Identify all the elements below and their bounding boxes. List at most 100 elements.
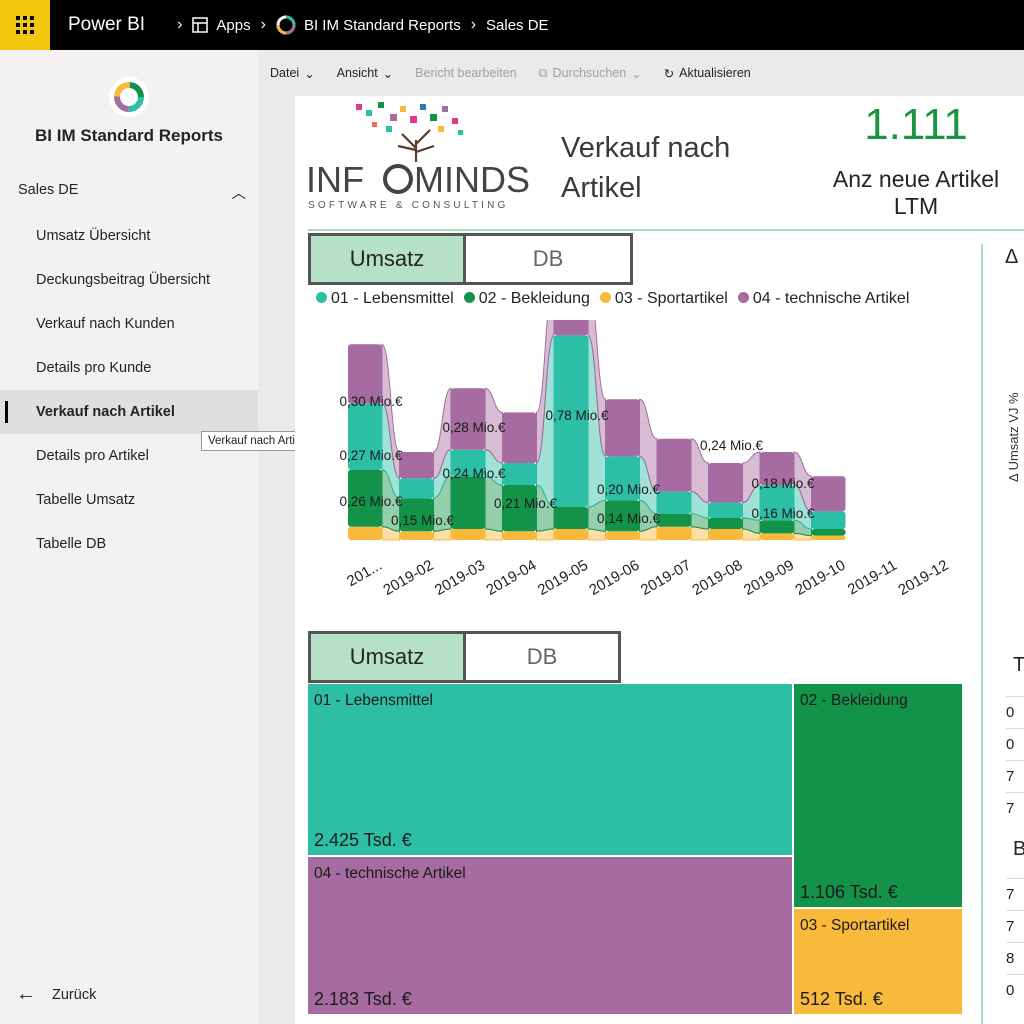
ribbon-3-4[interactable] — [587, 320, 606, 457]
bar-segment-1-6[interactable] — [657, 513, 691, 527]
chevron-down-icon: ⌄ — [304, 66, 315, 81]
durchsuchen-label: Durchsuchen — [552, 66, 627, 80]
treemap-tile-technik[interactable]: 04 - technische Artikel 2.183 Tsd. € — [308, 857, 792, 1014]
bar-segment-3-1[interactable] — [399, 452, 434, 479]
sidebar-item-tabelle-umsatz[interactable]: Tabelle Umsatz — [36, 492, 136, 508]
arrow-left-icon: ← — [16, 983, 36, 1005]
bar-segment-1-1[interactable] — [399, 498, 434, 532]
datei-menu[interactable]: Datei ⌄ — [270, 66, 315, 81]
bar-segment-1-5[interactable] — [605, 500, 640, 532]
bar-segment-2-4[interactable] — [554, 529, 588, 540]
bar-segment-3-7[interactable] — [708, 463, 743, 503]
ribbon-3-5[interactable] — [639, 398, 658, 493]
bar-segment-0-9[interactable] — [811, 511, 846, 529]
right-visual-title: Δ — [1005, 246, 1019, 268]
sidebar-item-details-artikel[interactable]: Details pro Artikel — [36, 448, 149, 464]
data-label: 0,24 Mio.€ — [442, 466, 506, 481]
back-button[interactable]: ← Zurück — [16, 983, 96, 1006]
bar-segment-0-6[interactable] — [657, 491, 691, 514]
tile-label: 03 - Sportartikel — [800, 917, 910, 934]
bar-segment-2-6[interactable] — [657, 526, 691, 540]
bar-segment-0-3[interactable] — [502, 463, 537, 485]
bar-segment-3-2[interactable] — [451, 388, 485, 450]
sidebar-item-verkauf-artikel[interactable]: Verkauf nach Artikel — [0, 390, 258, 434]
treemap-tile-sport[interactable]: 03 - Sportartikel 512 Tsd. € — [794, 909, 962, 1014]
bar-segment-1-9[interactable] — [811, 529, 846, 536]
db-toggle-button[interactable]: DB — [466, 236, 630, 282]
bar-segment-1-3[interactable] — [502, 485, 537, 532]
back-label: Zurück — [52, 986, 97, 1003]
sidebar-item-tabelle-db[interactable]: Tabelle DB — [36, 536, 107, 552]
chevron-up-icon[interactable]: ︿ — [231, 186, 247, 202]
bar-segment-2-7[interactable] — [708, 529, 743, 540]
data-label: 0,14 Mio.€ — [597, 511, 661, 526]
ribbon-3-8[interactable] — [793, 451, 812, 512]
ansicht-menu[interactable]: Ansicht ⌄ — [337, 66, 393, 81]
breadcrumb-apps[interactable]: Apps — [216, 16, 251, 34]
chevron-right-icon: › — [177, 16, 183, 33]
measure-toggle-bottom: Umsatz DB — [308, 631, 621, 683]
ribbon-3-7[interactable] — [742, 451, 761, 504]
bar-segment-2-8[interactable] — [760, 533, 794, 540]
section-header[interactable]: Sales DE ︿ — [18, 182, 246, 203]
bar-segment-3-8[interactable] — [760, 452, 794, 485]
ribbon-3-6[interactable] — [690, 438, 709, 504]
app-launcher-icon[interactable] — [0, 0, 50, 50]
bar-segment-1-2[interactable] — [451, 476, 485, 529]
bar-segment-2-1[interactable] — [399, 531, 434, 540]
x-tick-label: 2019-02 — [380, 557, 436, 599]
bar-segment-0-8[interactable] — [760, 485, 794, 521]
aktualisieren-button[interactable]: ↻ Aktualisieren — [664, 66, 751, 81]
bar-segment-1-8[interactable] — [760, 520, 794, 534]
bar-segment-3-3[interactable] — [502, 412, 537, 463]
durchsuchen-menu[interactable]: ⧉ Durchsuchen ⌄ — [539, 66, 642, 81]
bar-segment-2-5[interactable] — [605, 531, 640, 540]
bar-segment-0-0[interactable] — [348, 403, 382, 470]
bar-segment-2-3[interactable] — [502, 531, 537, 540]
bar-segment-3-9[interactable] — [811, 476, 846, 512]
bar-segment-0-4[interactable] — [554, 335, 588, 507]
x-tick-label: 2019-09 — [741, 557, 797, 599]
bar-segment-2-2[interactable] — [451, 529, 485, 540]
measure-toggle-top: Umsatz DB — [308, 233, 633, 285]
ribbon-3-1[interactable] — [433, 387, 452, 479]
legend-item-bekleidung[interactable]: 02 - Bekleidung — [463, 290, 590, 308]
bar-segment-0-5[interactable] — [605, 456, 640, 501]
table-row: 7 — [1006, 878, 1024, 910]
legend-item-sport[interactable]: 03 - Sportartikel — [599, 290, 728, 308]
ribbon-3-0[interactable] — [381, 343, 400, 479]
breadcrumb-report[interactable]: Sales DE — [486, 16, 549, 34]
bar-segment-2-0[interactable] — [348, 526, 382, 540]
bar-segment-1-0[interactable] — [348, 469, 382, 527]
legend-item-lebensmittel[interactable]: 01 - Lebensmittel — [316, 290, 454, 308]
bar-segment-3-6[interactable] — [657, 438, 691, 492]
bar-segment-0-2[interactable] — [451, 449, 485, 477]
bar-segment-0-7[interactable] — [708, 502, 743, 518]
bar-segment-1-4[interactable] — [554, 507, 588, 529]
bar-segment-0-1[interactable] — [399, 478, 434, 499]
bar-segment-3-0[interactable] — [348, 344, 382, 404]
data-label: 0,20 Mio.€ — [597, 482, 661, 497]
bar-segment-1-7[interactable] — [708, 518, 743, 529]
bar-segment-3-4[interactable] — [554, 320, 588, 336]
breadcrumb-workspace[interactable]: BI IM Standard Reports — [303, 16, 461, 34]
bericht-bearbeiten-button[interactable]: Bericht bearbeiten — [415, 66, 516, 80]
sidebar-item-details-kunde[interactable]: Details pro Kunde — [36, 360, 152, 376]
ribbon-3-2[interactable] — [484, 387, 503, 464]
bar-segment-3-5[interactable] — [605, 399, 640, 457]
bar-segment-2-9[interactable] — [811, 535, 846, 540]
sidebar-item-umsatz-uebersicht[interactable]: Umsatz Übersicht — [36, 228, 151, 244]
legend-item-technik[interactable]: 04 - technische Artikel — [737, 290, 909, 308]
tile-value: 1.106 Tsd. € — [800, 882, 898, 902]
treemap-tile-lebensmittel[interactable]: 01 - Lebensmittel 2.425 Tsd. € — [308, 684, 792, 855]
sidebar-item-verkauf-kunden[interactable]: Verkauf nach Kunden — [36, 316, 175, 332]
data-label: 0,30 Mio.€ — [339, 394, 403, 409]
treemap-tile-bekleidung[interactable]: 02 - Bekleidung 1.106 Tsd. € — [794, 684, 962, 907]
db-toggle-button-2[interactable]: DB — [466, 634, 618, 680]
umsatz-toggle-button[interactable]: Umsatz — [311, 236, 466, 282]
sidebar-item-deckungsbeitrag[interactable]: Deckungsbeitrag Übersicht — [36, 272, 211, 288]
ribbon-3-3[interactable] — [536, 320, 555, 464]
brand-label[interactable]: Power BI — [68, 14, 146, 35]
umsatz-toggle-button-2[interactable]: Umsatz — [311, 634, 466, 680]
page-title: Verkauf nach Artikel — [561, 132, 731, 204]
